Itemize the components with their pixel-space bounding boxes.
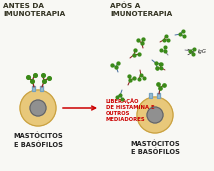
Bar [40,86,43,90]
Circle shape [137,97,173,133]
Bar [33,86,36,90]
Text: LIBERAÇÃO
DE HISTAMINA E
OUTROS
MEDIADORES: LIBERAÇÃO DE HISTAMINA E OUTROS MEDIADOR… [106,98,155,122]
Circle shape [30,100,46,116]
Text: IgG: IgG [198,49,207,55]
Text: MASTÓCITOS
E BASÓFILOS: MASTÓCITOS E BASÓFILOS [13,133,63,148]
Bar [158,93,160,97]
Circle shape [147,107,163,123]
Text: ANTES DA
IMUNOTERAPIA: ANTES DA IMUNOTERAPIA [3,3,65,16]
Bar [150,93,153,97]
Bar [150,93,153,97]
Bar [158,93,160,97]
Text: APÓS A
IMUNOTERAPIA: APÓS A IMUNOTERAPIA [110,3,172,17]
FancyArrowPatch shape [63,106,95,110]
Bar [33,86,36,90]
Circle shape [20,90,56,126]
Text: MASTÓCITOS
E BASÓFILOS: MASTÓCITOS E BASÓFILOS [130,140,180,155]
Bar [40,86,43,90]
